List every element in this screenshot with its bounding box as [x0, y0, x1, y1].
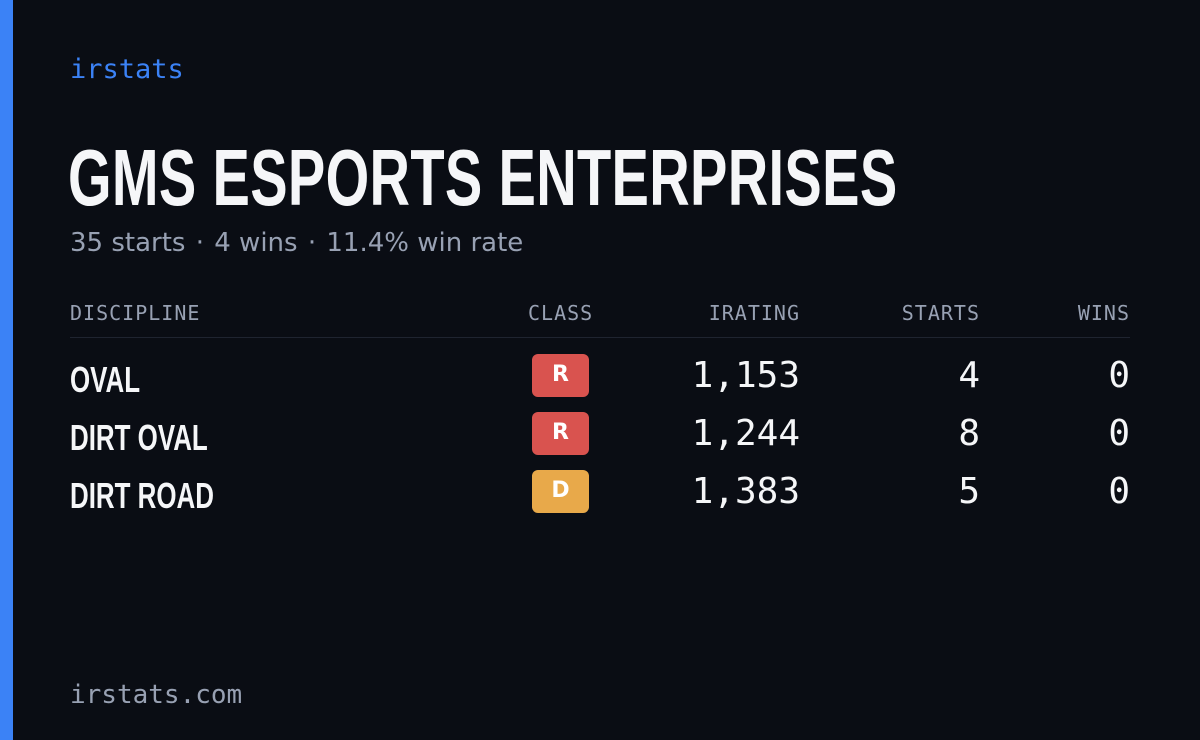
summary-starts: 35 starts: [70, 228, 186, 258]
row-discipline: DIRT OVAL: [70, 417, 208, 458]
class-badge: R: [532, 354, 589, 397]
accent-bar: [0, 0, 13, 740]
summary-stats: 35 starts · 4 wins · 11.4% win rate: [70, 230, 523, 256]
table-row: DIRT ROAD D 1,383 5 0: [70, 470, 1130, 528]
header-discipline: DISCIPLINE: [70, 301, 201, 325]
brand-logo: irstats: [70, 54, 184, 85]
row-irating: 1,383: [691, 471, 800, 512]
table-row: DIRT OVAL R 1,244 8 0: [70, 412, 1130, 470]
class-badge: R: [532, 412, 589, 455]
row-wins: 0: [1108, 471, 1130, 512]
row-wins: 0: [1108, 413, 1130, 454]
row-discipline: OVAL: [70, 359, 141, 400]
discipline-table: DISCIPLINE CLASS IRATING STARTS WINS OVA…: [70, 300, 1130, 528]
header-irating: IRATING: [708, 301, 800, 325]
summary-separator: ·: [195, 228, 204, 258]
summary-separator: ·: [307, 228, 317, 258]
row-starts: 8: [958, 413, 980, 454]
row-discipline: DIRT ROAD: [70, 475, 214, 516]
table-row: OVAL R 1,153 4 0: [70, 354, 1130, 412]
row-wins: 0: [1108, 355, 1130, 396]
class-badge: D: [532, 470, 589, 513]
row-irating: 1,244: [691, 413, 800, 454]
footer-url: irstats.com: [70, 680, 243, 710]
row-starts: 5: [958, 471, 980, 512]
summary-wins: 4 wins: [214, 228, 298, 258]
row-irating: 1,153: [691, 355, 800, 396]
page-title: GMS ESPORTS ENTERPRISES: [68, 133, 898, 222]
header-class: CLASS: [528, 301, 594, 325]
table-header: DISCIPLINE CLASS IRATING STARTS WINS: [70, 300, 1130, 338]
header-wins: WINS: [1077, 301, 1130, 325]
summary-win-rate: 11.4% win rate: [326, 228, 524, 258]
row-starts: 4: [958, 355, 980, 396]
table-body: OVAL R 1,153 4 0 DIRT OVAL R 1,244 8 0 D…: [70, 354, 1130, 528]
header-starts: STARTS: [901, 301, 980, 325]
